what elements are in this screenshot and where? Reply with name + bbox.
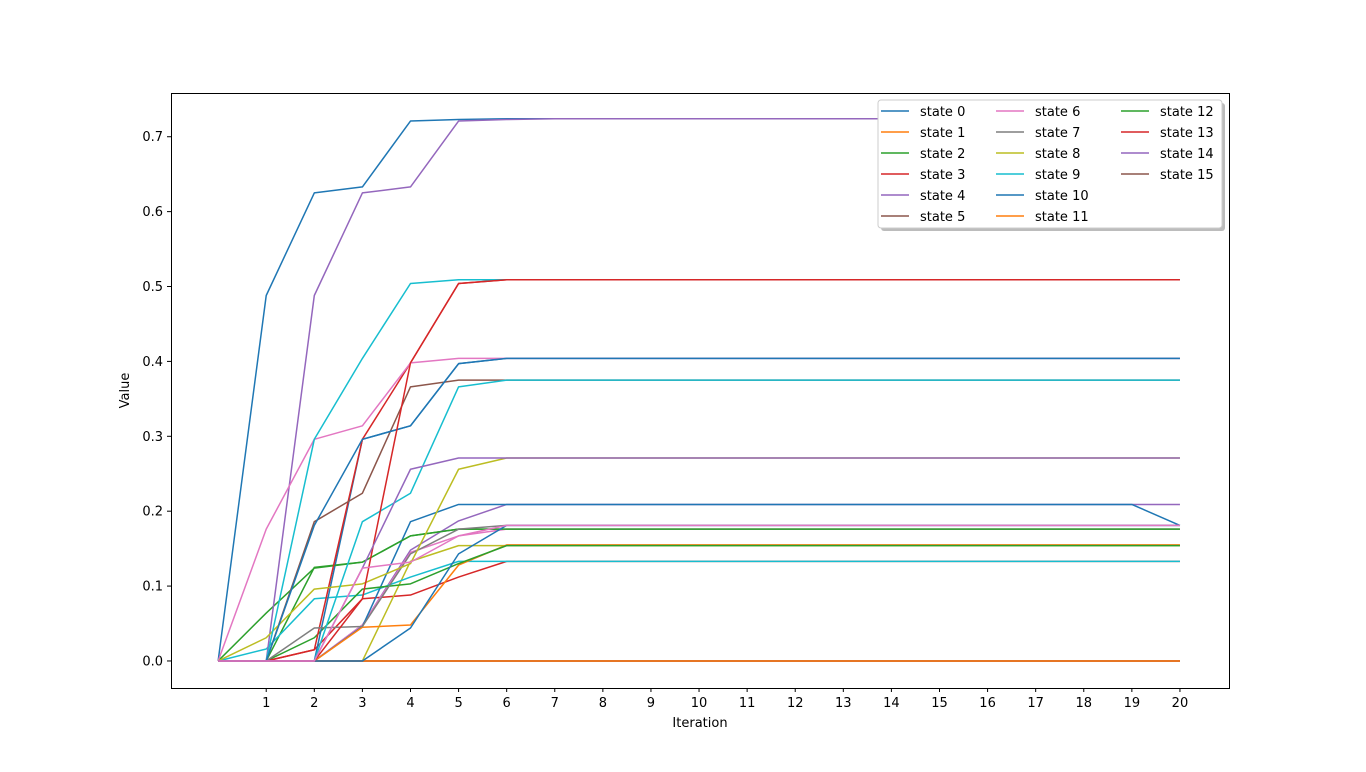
legend-label: state 7 bbox=[1035, 126, 1080, 141]
legend-label: state 1 bbox=[920, 126, 965, 141]
legend-label: state 3 bbox=[920, 168, 965, 183]
series-line-12 bbox=[218, 544, 1180, 662]
legend: state 0 state 1 state 2 state 3 state 4 state… bbox=[877, 99, 1225, 231]
x-tick-label: 20 bbox=[1172, 696, 1189, 711]
x-tick-label: 18 bbox=[1075, 696, 1092, 711]
x-tick-label: 7 bbox=[551, 696, 559, 711]
x-tick-label: 10 bbox=[691, 696, 708, 711]
legend-label: state 12 bbox=[1160, 105, 1214, 120]
x-tick-label: 8 bbox=[599, 696, 607, 711]
series-line-26 bbox=[218, 379, 1180, 662]
series-line-10 bbox=[218, 503, 1181, 662]
x-tick-label: 1 bbox=[262, 696, 270, 711]
x-tick-label: 9 bbox=[647, 696, 655, 711]
legend-label: state 14 bbox=[1160, 147, 1214, 162]
y-tick-label: 0.1 bbox=[142, 580, 163, 595]
x-tick-label: 5 bbox=[454, 696, 462, 711]
series-line-27 bbox=[218, 357, 1180, 662]
legend-label: state 2 bbox=[920, 147, 965, 162]
y-tick-label: 0.7 bbox=[142, 130, 163, 145]
series-line-30 bbox=[218, 457, 1180, 662]
x-axis-label: Iteration bbox=[672, 716, 727, 731]
x-axis: 1 2 3 4 5 6 7 8 9 10 11 12 13 14 15 16 17 18 19 20 bbox=[262, 688, 1188, 711]
y-tick-label: 0.3 bbox=[142, 430, 163, 445]
legend-label: state 10 bbox=[1035, 189, 1089, 204]
legend-label: state 11 bbox=[1035, 210, 1089, 225]
series-line-29 bbox=[218, 279, 1180, 662]
x-tick-label: 6 bbox=[503, 696, 511, 711]
y-axis-label: Value bbox=[118, 373, 133, 409]
x-tick-label: 2 bbox=[310, 696, 318, 711]
y-axis: 0.0 0.1 0.2 0.3 0.4 0.5 0.6 0.7 bbox=[142, 130, 171, 669]
series-line-9 bbox=[217, 560, 1180, 662]
y-tick-label: 0.6 bbox=[142, 205, 163, 220]
legend-label: state 5 bbox=[920, 210, 965, 225]
x-tick-label: 17 bbox=[1027, 696, 1044, 711]
x-tick-label: 19 bbox=[1124, 696, 1141, 711]
x-tick-label: 13 bbox=[835, 696, 852, 711]
axes-frame bbox=[171, 93, 1230, 689]
x-tick-label: 12 bbox=[787, 696, 804, 711]
x-tick-label: 16 bbox=[979, 696, 996, 711]
y-tick-label: 0.5 bbox=[142, 280, 163, 295]
y-tick-label: 0.2 bbox=[142, 505, 163, 520]
x-tick-label: 14 bbox=[883, 696, 900, 711]
series-layer bbox=[217, 118, 1181, 662]
x-tick-label: 4 bbox=[406, 696, 414, 711]
legend-label: state 4 bbox=[920, 189, 965, 204]
x-tick-label: 11 bbox=[739, 696, 756, 711]
series-line-18 bbox=[217, 528, 1180, 662]
legend-label: state 15 bbox=[1160, 168, 1214, 183]
y-tick-label: 0.4 bbox=[142, 355, 163, 370]
legend-label: state 8 bbox=[1035, 147, 1080, 162]
y-tick-label: 0.0 bbox=[142, 654, 163, 669]
legend-label: state 13 bbox=[1160, 126, 1214, 141]
x-tick-label: 3 bbox=[358, 696, 366, 711]
series-line-31 bbox=[218, 524, 1180, 662]
x-tick-label: 15 bbox=[931, 696, 948, 711]
legend-label: state 6 bbox=[1035, 105, 1080, 120]
legend-label: state 9 bbox=[1035, 168, 1080, 183]
legend-label: state 0 bbox=[920, 105, 965, 120]
